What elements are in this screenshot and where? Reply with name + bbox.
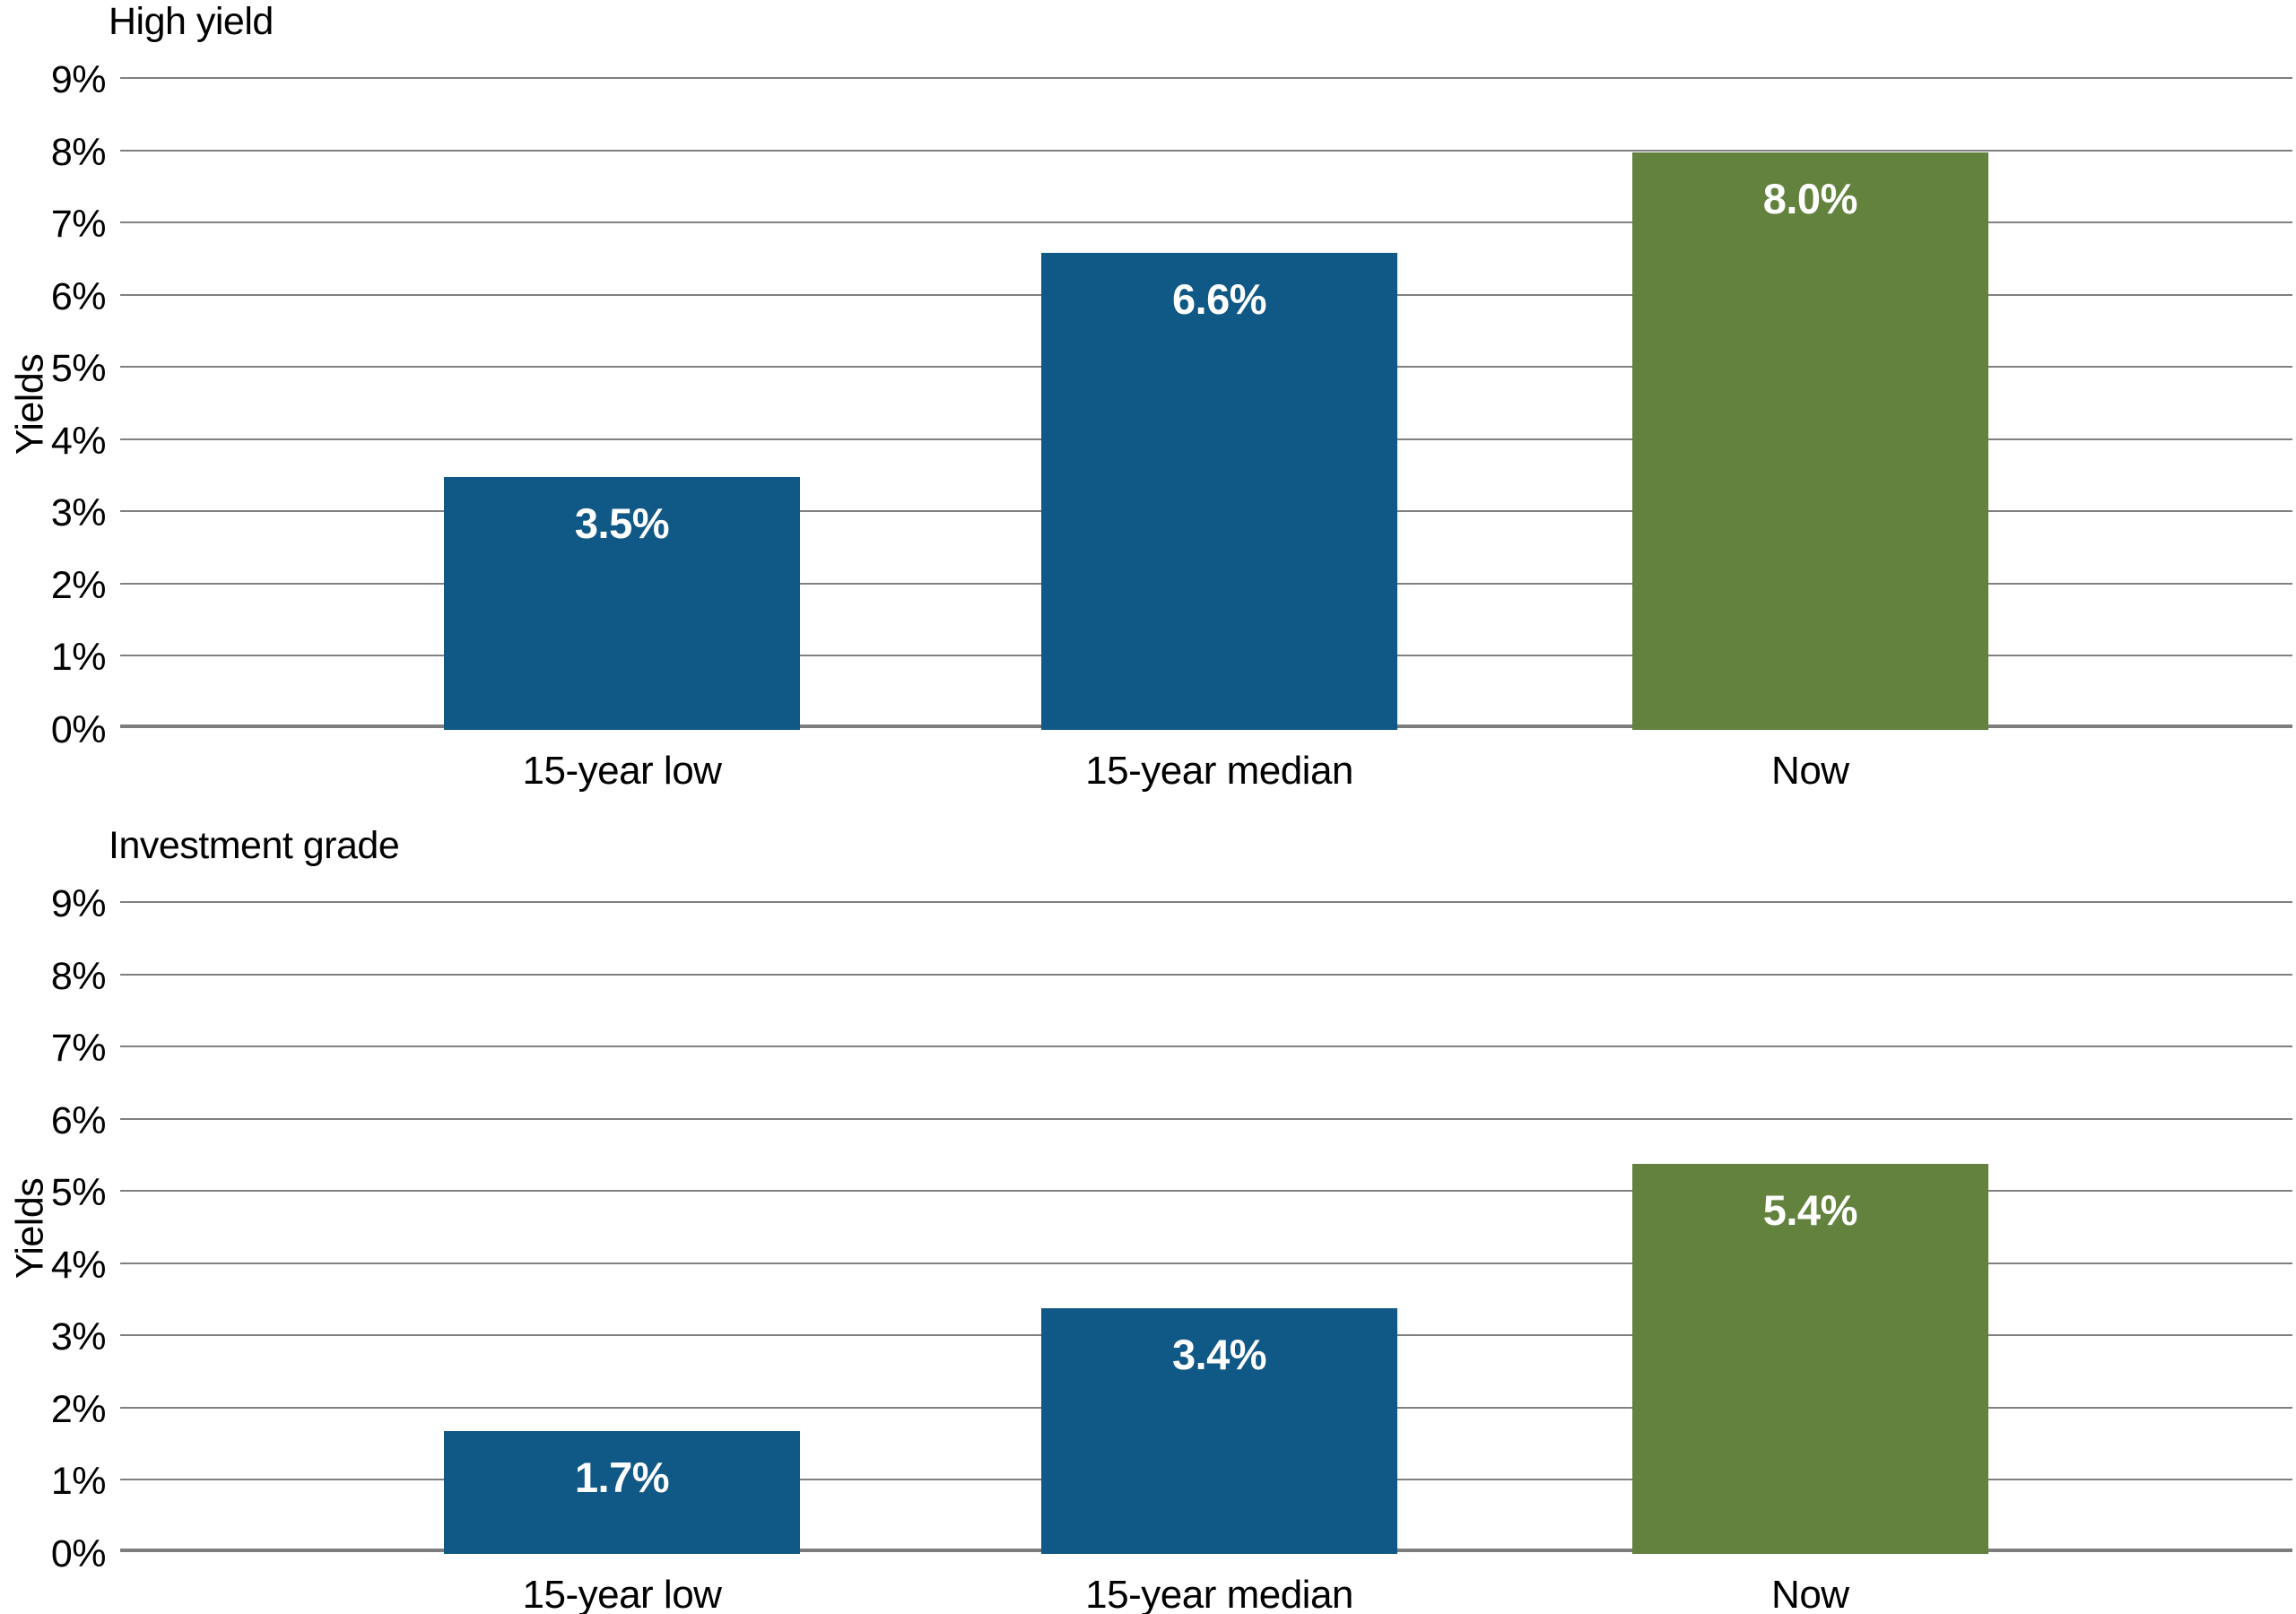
- gridline: [120, 901, 2292, 903]
- y-tick-label: 4%: [50, 419, 107, 463]
- bar-15-year-low: 3.5%: [443, 477, 801, 730]
- y-tick-label: 5%: [50, 1171, 107, 1215]
- bar-value-label: 5.4%: [1762, 1186, 1858, 1234]
- plot-area: 1.7% 3.4% 5.4%: [120, 901, 2292, 1554]
- x-category-label: 15-year low: [522, 1573, 722, 1614]
- y-tick-label: 1%: [50, 1460, 107, 1504]
- y-tick-label: 0%: [50, 1532, 107, 1575]
- bar-15-year-median: 6.6%: [1040, 253, 1398, 730]
- x-category-label: Now: [1771, 1573, 1849, 1614]
- gridline: [120, 1117, 2292, 1120]
- gridline: [120, 1046, 2292, 1048]
- bar-value-label: 8.0%: [1762, 174, 1858, 222]
- y-tick-label: 4%: [50, 1243, 107, 1287]
- bar-value-label: 3.5%: [574, 499, 670, 548]
- y-tick-label: 7%: [50, 1027, 107, 1071]
- bar-value-label: 1.7%: [574, 1453, 670, 1502]
- x-category-label: 15-year median: [1085, 1573, 1353, 1614]
- y-tick-label: 6%: [50, 1098, 107, 1142]
- high-yield-chart: High yield Yields 3.5% 6.6% 8.0% 0% 1% 2% 3% 4…: [0, 0, 2296, 793]
- y-tick-label: 6%: [50, 274, 107, 318]
- bar-15-year-median: 3.4%: [1040, 1308, 1398, 1554]
- y-tick-label: 9%: [50, 58, 107, 101]
- plot-area: 3.5% 6.6% 8.0%: [120, 77, 2292, 730]
- gridline: [120, 1262, 2292, 1264]
- y-tick-label: 8%: [50, 954, 107, 998]
- gridline: [120, 221, 2292, 224]
- y-tick-label: 7%: [50, 203, 107, 247]
- y-tick-label: 3%: [50, 491, 107, 535]
- y-tick-label: 2%: [50, 1387, 107, 1431]
- bar-now: 5.4%: [1631, 1164, 1988, 1554]
- bar-value-label: 3.4%: [1171, 1331, 1267, 1379]
- y-tick-label: 8%: [50, 130, 107, 174]
- chart-title: High yield: [109, 0, 274, 43]
- bar-value-label: 6.6%: [1171, 275, 1267, 324]
- investment-grade-chart: Investment grade Yields 1.7% 3.4% 5.4% 0% 1…: [0, 824, 2296, 1614]
- bar-now: 8.0%: [1631, 152, 1988, 730]
- gridline: [120, 77, 2292, 79]
- gridline: [120, 149, 2292, 152]
- y-tick-label: 3%: [50, 1315, 107, 1359]
- gridline: [120, 1190, 2292, 1193]
- y-tick-label: 1%: [50, 636, 107, 680]
- x-category-label: 15-year low: [522, 749, 722, 793]
- y-tick-label: 0%: [50, 708, 107, 751]
- x-category-label: 15-year median: [1085, 749, 1353, 793]
- bar-15-year-low: 1.7%: [443, 1431, 801, 1554]
- gridline: [120, 973, 2292, 976]
- y-tick-label: 2%: [50, 563, 107, 607]
- x-category-label: Now: [1771, 749, 1849, 793]
- y-tick-label: 5%: [50, 347, 107, 391]
- y-tick-label: 9%: [50, 882, 107, 925]
- chart-title: Investment grade: [109, 824, 400, 867]
